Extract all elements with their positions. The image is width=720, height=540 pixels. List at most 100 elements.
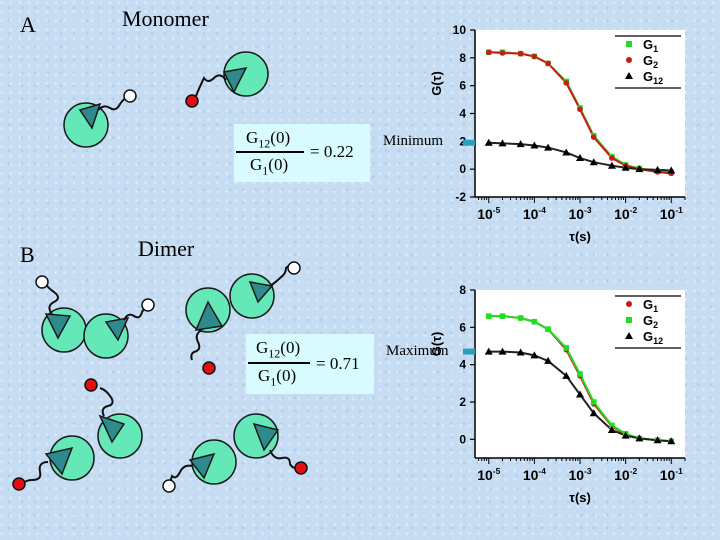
ratio-a-numerator: G12(0) [246, 128, 291, 151]
ratio-a-box [234, 124, 370, 182]
chart-top-series-2-point [530, 141, 539, 149]
chart-bottom-x-tick-label-0: 10-5 [477, 466, 500, 483]
chart-bottom-y-tick-label-4: 8 [459, 283, 466, 297]
chart-bottom-series-2-point [576, 390, 584, 398]
ratio-a-bar [236, 151, 304, 153]
chart-bottom-series-1-point [590, 399, 597, 405]
chart-top-x-tick-label-4: 10-1 [660, 205, 683, 222]
ratio-b-denominator: G1(0) [258, 366, 297, 389]
chart-bottom-series-2-point [621, 431, 630, 439]
chart-bottom-series-2-point [653, 436, 662, 444]
chart-top-y-tick-label-4: 6 [459, 79, 466, 93]
chart-bottom-series-1-point [545, 326, 551, 332]
monomer-left [63, 89, 137, 148]
chart-top-series-2-point [607, 161, 616, 169]
chart-bottom-series-2-point [589, 409, 598, 417]
ratio-b-bar [248, 362, 310, 364]
chart-bottom-legend-label-2: G12 [643, 329, 663, 346]
chart-top-series-2-point [621, 163, 630, 171]
chart-top-legend-label-0: G1 [643, 37, 658, 54]
chart-top-legend-marker-0 [626, 41, 632, 47]
chart-top-legend-marker-1 [626, 57, 632, 63]
panel-b-title: Dimer [138, 236, 195, 261]
chart-bottom-legend-label-1: G2 [643, 313, 658, 330]
chart-top-y-tick-label-6: 10 [453, 23, 467, 37]
chart-bottom-x-tick-label-4: 10-1 [660, 466, 683, 483]
dimer-3 [12, 378, 143, 491]
chart-bottom-y-tick-label-3: 6 [459, 320, 466, 334]
chart-top-x-axis-label: τ(s) [569, 229, 591, 244]
chart-top-series-1-point [531, 53, 538, 60]
chart-bottom-x-tick-label-1: 10-4 [523, 466, 546, 483]
chart-bottom-series-2-point [530, 351, 539, 359]
chart-top-highlight-marker [463, 139, 475, 146]
dimer-2 [185, 261, 301, 375]
ratio-b-equals: = 0.71 [316, 354, 360, 373]
panel-a-title: Monomer [122, 6, 209, 31]
dimer-4 [162, 413, 308, 493]
chart-bottom-series-2-point [562, 371, 571, 379]
chart-bottom-y-axis-label: G(τ) [429, 332, 444, 357]
chart-top-y-tick-label-1: 0 [459, 162, 466, 176]
chart-bottom-highlight-marker [463, 348, 475, 355]
chart-top-series-2-point [653, 165, 662, 173]
chart-bottom-legend-marker-0 [626, 301, 632, 307]
monomer-right [185, 51, 269, 108]
panel-b-letter: B [20, 242, 35, 267]
chart-top-x-tick-label-1: 10-4 [523, 205, 546, 222]
chart-bottom-series-2-point [484, 347, 493, 355]
chart-top-series-1-point [609, 155, 615, 161]
chart-bottom-series-2-point [498, 347, 507, 355]
ratio-a-denominator: G1(0) [250, 155, 289, 178]
chart-bottom-y-tick-label-0: 0 [459, 432, 466, 446]
chart-top-legend-label-1: G2 [643, 53, 658, 70]
chart-top-series-2-point [484, 138, 493, 146]
chart-top-x-tick-label-0: 10-5 [477, 205, 500, 222]
chart-top-series-2-point [576, 154, 584, 162]
chart-bottom-legend-marker-2 [625, 332, 633, 339]
chart-bottom-y-tick-label-1: 2 [459, 395, 466, 409]
chart-top-series-2-point [635, 165, 644, 173]
chart-bottom-x-tick-label-2: 10-3 [568, 466, 591, 483]
chart-top-series-1-point [499, 50, 506, 56]
chart-bottom-x-tick-label-3: 10-2 [614, 466, 637, 483]
chart-bottom-legend-label-0: G1 [643, 297, 658, 314]
chart-bottom-series-2-point [544, 356, 553, 364]
chart-top-series-1-point [577, 106, 583, 113]
chart-top-series-2-point [589, 158, 598, 166]
chart-top-series-2-point [498, 139, 507, 147]
chart-bottom-series-1-point [577, 371, 583, 377]
chart-top-series-1-point [563, 80, 570, 86]
chart-bottom-series-1-point [531, 318, 538, 325]
ratio-b-box [246, 334, 374, 394]
chart-bottom-series-1-point [499, 313, 506, 319]
chart-bottom-series-1-point [517, 315, 524, 321]
chart-top-y-tick-label-0: -2 [455, 190, 466, 204]
chart-bottom-series-1-point [485, 313, 492, 319]
chart-top-series-1-point [517, 50, 524, 57]
chart-top-y-tick-label-5: 8 [459, 51, 466, 65]
chart-top-x-tick-label-2: 10-3 [568, 205, 591, 222]
chart-top-series-2-point [516, 140, 525, 148]
chart-top-series-1-point [485, 49, 492, 56]
chart-top-series-2-point [562, 148, 571, 156]
chart-top-series-1-point [545, 60, 551, 67]
chart-top-legend-marker-2 [625, 72, 633, 79]
chart-bottom-series-2-point [516, 348, 525, 356]
chart-bottom-series-2-point [667, 437, 676, 445]
chart-bottom-y-tick-label-2: 4 [459, 358, 466, 372]
ratio-a-equals: = 0.22 [310, 142, 354, 161]
chart-top-y-tick-label-3: 4 [459, 107, 466, 121]
chart-bottom-x-axis-label: τ(s) [569, 490, 591, 505]
chart-top-x-tick-label-3: 10-2 [614, 205, 637, 222]
chart-top-y-axis-label: G(τ) [429, 71, 444, 96]
chart-bottom-series-2-point [635, 434, 644, 442]
chart-bottom-series-2-point [607, 426, 616, 433]
chart-top-legend-label-2: G12 [643, 69, 663, 86]
chart-top-series-2-point [544, 143, 553, 151]
chart-bottom-series-1-point [609, 422, 615, 429]
chart-top-series-1-point [590, 134, 597, 140]
